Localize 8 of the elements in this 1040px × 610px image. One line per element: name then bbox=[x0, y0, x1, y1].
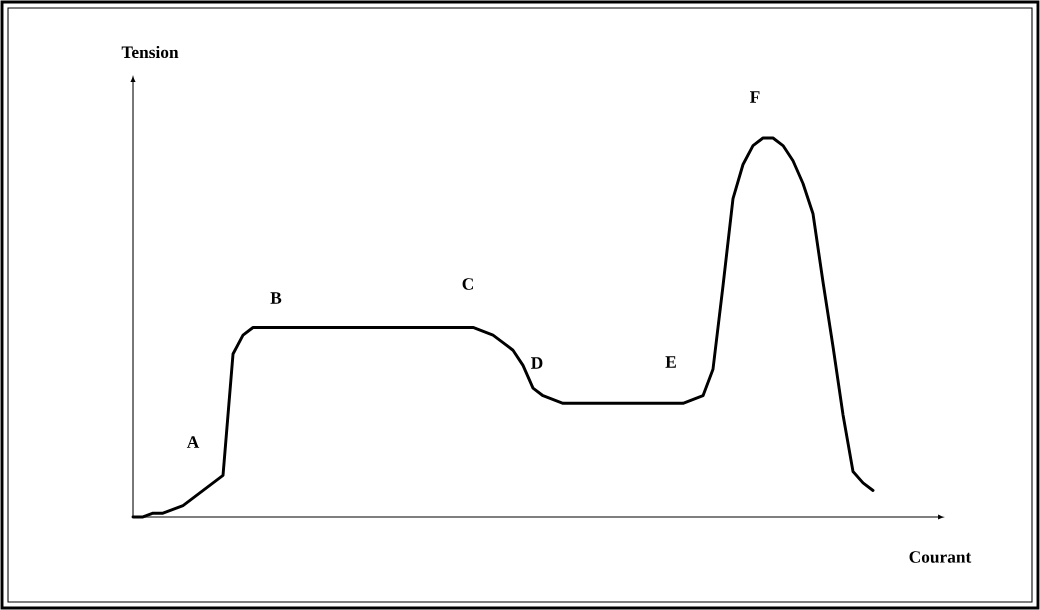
annotation: B bbox=[270, 292, 282, 304]
x-axis-title: Courant bbox=[909, 551, 972, 563]
annotation: A bbox=[186, 436, 200, 448]
annotation: C bbox=[462, 278, 473, 290]
annotation: D bbox=[531, 357, 543, 369]
y-axis-title: Tension bbox=[121, 45, 179, 59]
text: F bbox=[750, 91, 760, 103]
annotation: E bbox=[665, 356, 676, 368]
